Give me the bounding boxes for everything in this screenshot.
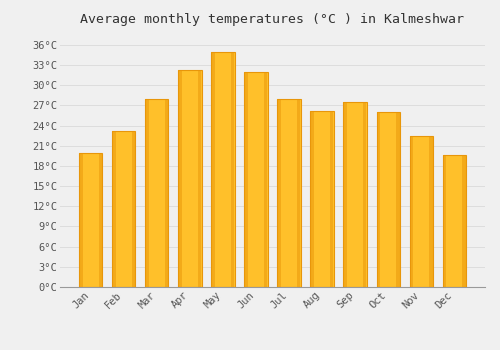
Bar: [363, 102, 366, 287]
Bar: [80, 153, 102, 287]
Bar: [278, 99, 300, 287]
Bar: [410, 136, 413, 287]
Bar: [410, 136, 432, 287]
Bar: [376, 112, 380, 287]
Bar: [178, 70, 182, 287]
Bar: [442, 155, 446, 287]
Bar: [112, 131, 116, 287]
Bar: [278, 99, 300, 287]
Bar: [146, 99, 169, 287]
Bar: [330, 111, 334, 287]
Title: Average monthly temperatures (°C ) in Kalmeshwar: Average monthly temperatures (°C ) in Ka…: [80, 13, 464, 26]
Bar: [212, 52, 234, 287]
Bar: [146, 99, 169, 287]
Bar: [212, 52, 234, 287]
Bar: [231, 52, 234, 287]
Bar: [410, 136, 432, 287]
Bar: [178, 70, 202, 287]
Bar: [264, 72, 268, 287]
Bar: [344, 102, 347, 287]
Bar: [310, 111, 334, 287]
Bar: [165, 99, 168, 287]
Bar: [112, 131, 136, 287]
Bar: [278, 99, 281, 287]
Bar: [80, 153, 102, 287]
Bar: [198, 70, 202, 287]
Bar: [297, 99, 300, 287]
Bar: [344, 102, 366, 287]
Bar: [99, 153, 102, 287]
Bar: [376, 112, 400, 287]
Bar: [178, 70, 202, 287]
Bar: [396, 112, 400, 287]
Bar: [212, 52, 215, 287]
Bar: [244, 72, 248, 287]
Bar: [442, 155, 466, 287]
Bar: [376, 112, 400, 287]
Bar: [344, 102, 366, 287]
Bar: [80, 153, 83, 287]
Bar: [310, 111, 314, 287]
Bar: [132, 131, 136, 287]
Bar: [112, 131, 136, 287]
Bar: [442, 155, 466, 287]
Bar: [429, 136, 432, 287]
Bar: [462, 155, 466, 287]
Bar: [146, 99, 149, 287]
Bar: [244, 72, 268, 287]
Bar: [310, 111, 334, 287]
Bar: [244, 72, 268, 287]
